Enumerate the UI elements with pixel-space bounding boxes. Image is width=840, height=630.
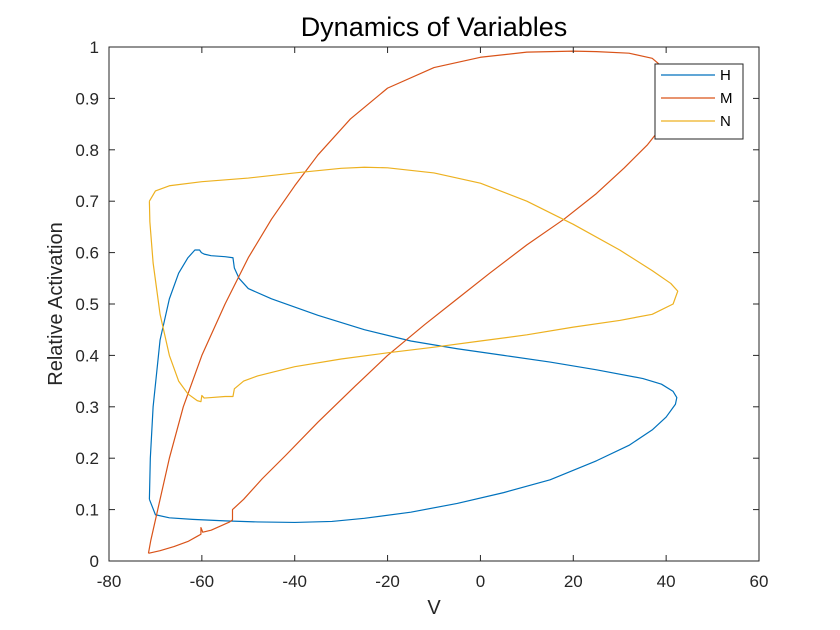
y-tick-label: 0.9 (75, 89, 99, 108)
legend-label-m: M (720, 90, 733, 107)
x-tick-label: -80 (97, 572, 122, 591)
y-tick-label: 0.6 (75, 244, 99, 263)
y-tick-label: 0.3 (75, 398, 99, 417)
chart-title: Dynamics of Variables (301, 12, 568, 42)
plot-area (109, 47, 759, 561)
series-line-m (147, 50, 674, 554)
x-tick-label: -20 (375, 572, 400, 591)
y-tick-label: 0.1 (75, 501, 99, 520)
y-tick-label: 0.4 (75, 346, 99, 365)
legend-box (654, 63, 744, 140)
x-axis: -80 -60 -40 -20 0 20 40 60 (97, 47, 769, 591)
series-line-n (148, 166, 679, 403)
legend-label-h: H (720, 67, 731, 84)
y-axis-label: Relative Activation (45, 222, 67, 385)
y-axis: 0 0.1 0.2 0.3 0.4 0.5 0.6 0.7 0.8 0.9 1 (75, 38, 759, 571)
x-tick-label: 0 (476, 572, 485, 591)
y-tick-label: 0.8 (75, 141, 99, 160)
x-tick-label: 40 (657, 572, 676, 591)
series-line-h (148, 249, 678, 524)
x-tick-label: -40 (282, 572, 307, 591)
x-axis-label: V (427, 597, 441, 619)
legend: HMN (654, 63, 744, 140)
x-tick-label: -60 (190, 572, 215, 591)
x-tick-label: 20 (564, 572, 583, 591)
y-tick-label: 0.2 (75, 449, 99, 468)
y-tick-label: 0.7 (75, 192, 99, 211)
legend-label-n: N (720, 113, 731, 130)
x-tick-label: 60 (750, 572, 769, 591)
y-tick-label: 1 (90, 38, 99, 57)
y-tick-label: 0.5 (75, 295, 99, 314)
y-tick-label: 0 (90, 552, 99, 571)
series-layer (147, 50, 679, 554)
